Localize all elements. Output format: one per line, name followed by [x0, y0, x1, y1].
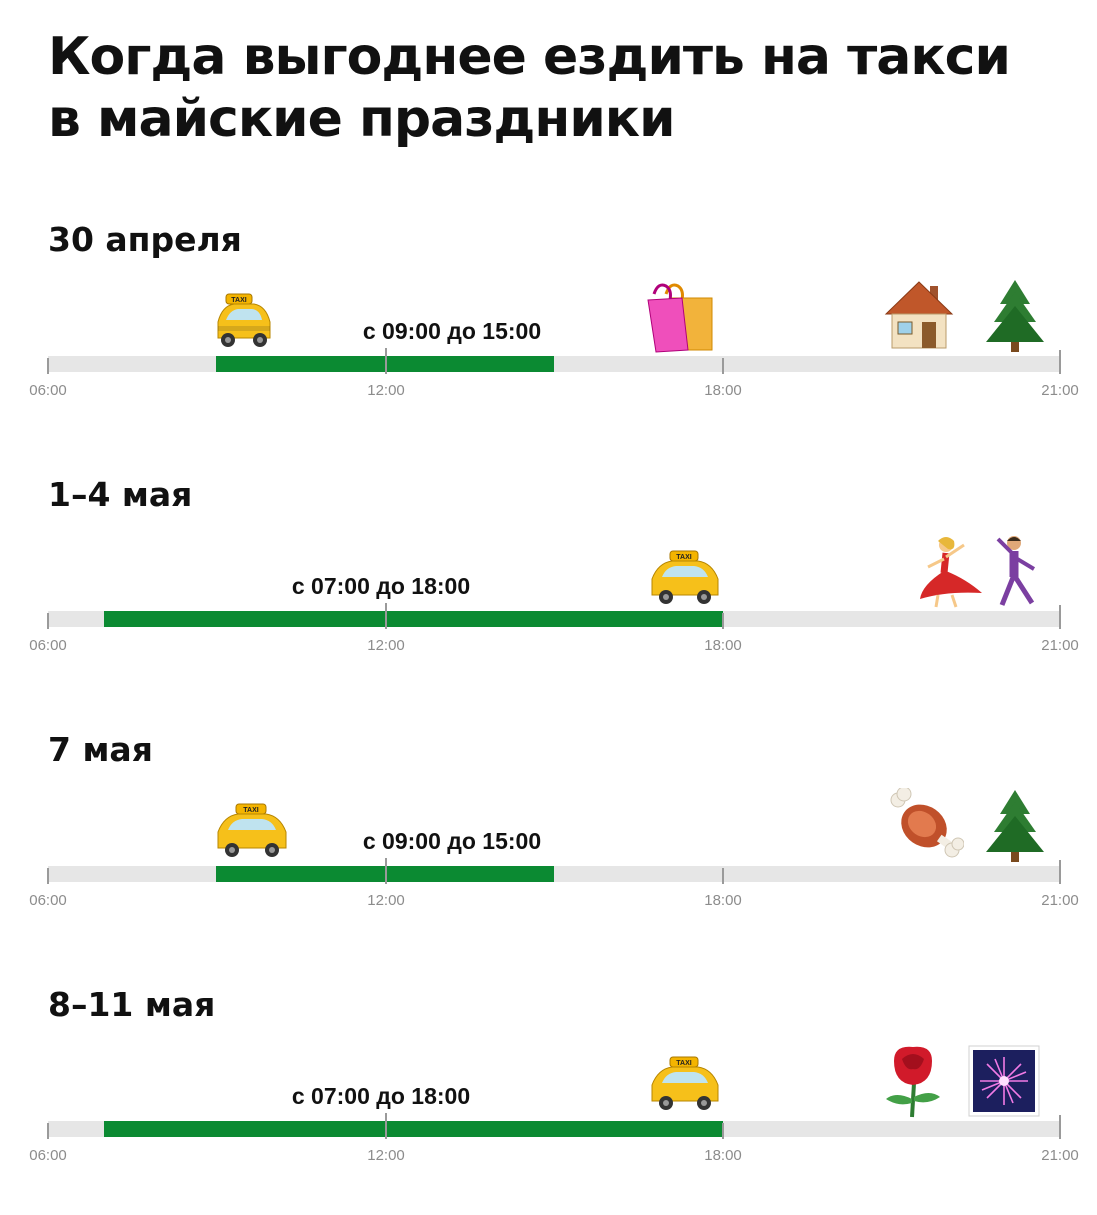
tick-label: 18:00: [704, 892, 742, 909]
house-icon: [884, 278, 954, 352]
taxi-icon: TAXI: [214, 802, 290, 862]
tick: [1059, 1115, 1061, 1139]
tick: [722, 868, 724, 884]
tick-label: 12:00: [367, 1147, 405, 1164]
day-date: 1–4 мая: [48, 475, 193, 514]
taxi-icon: TAXI: [212, 292, 274, 352]
day-section-may1-4: 1–4 мая 06:00 12:00 18:00 21:00 с 07:00 …: [0, 475, 1097, 695]
shopping-bags-icon: [644, 280, 718, 354]
tick: [385, 1113, 387, 1139]
dancing-woman-icon: [916, 533, 986, 609]
svg-text:TAXI: TAXI: [243, 807, 258, 814]
cheap-period-bar: [104, 611, 723, 627]
tick: [385, 603, 387, 629]
timeline-track: [48, 611, 1060, 627]
tick: [47, 358, 49, 374]
timeline-track: [48, 866, 1060, 882]
tick-label: 06:00: [29, 382, 67, 399]
taxi-icon: TAXI: [648, 549, 722, 609]
day-section-may7: 7 мая 06:00 12:00 18:00 21:00 с 09:00 до…: [0, 730, 1097, 950]
evergreen-tree-icon: [984, 278, 1046, 354]
tick-label: 21:00: [1041, 382, 1079, 399]
rose-icon: [880, 1043, 946, 1119]
tick-label: 12:00: [367, 637, 405, 654]
tick: [1059, 350, 1061, 374]
cheap-period-label: с 07:00 до 18:00: [291, 573, 471, 599]
timeline-track: [48, 1121, 1060, 1137]
tick-label: 12:00: [367, 382, 405, 399]
tick-label: 18:00: [704, 382, 742, 399]
cheap-period-label: с 09:00 до 15:00: [362, 318, 542, 344]
svg-text:TAXI: TAXI: [231, 297, 246, 304]
tick: [47, 1123, 49, 1139]
tick: [1059, 860, 1061, 884]
dancing-man-icon: [990, 533, 1044, 609]
page-title: Когда выгоднее ездить на такси в майские…: [48, 26, 1048, 150]
day-section-may8-11: 8–11 мая 06:00 12:00 18:00 21:00 с 07:00…: [0, 985, 1097, 1205]
tick-label: 21:00: [1041, 1147, 1079, 1164]
tick-label: 18:00: [704, 637, 742, 654]
fireworks-icon: [968, 1045, 1040, 1117]
tick-label: 12:00: [367, 892, 405, 909]
tick-label: 21:00: [1041, 637, 1079, 654]
meat-on-bone-icon: [888, 788, 964, 862]
tick-label: 06:00: [29, 637, 67, 654]
tick: [47, 613, 49, 629]
day-date: 8–11 мая: [48, 985, 216, 1024]
day-section-apr30: 30 апреля 06:00 12:00 18:00 21:00 с 09:0…: [0, 220, 1097, 440]
svg-text:TAXI: TAXI: [676, 1060, 691, 1067]
day-date: 30 апреля: [48, 220, 242, 259]
tick-label: 06:00: [29, 1147, 67, 1164]
taxi-icon: TAXI: [648, 1055, 722, 1115]
title-line-1: Когда выгоднее ездить на такси: [48, 27, 1011, 87]
svg-text:TAXI: TAXI: [676, 554, 691, 561]
title-line-2: в майские праздники: [48, 89, 676, 149]
tick: [385, 858, 387, 884]
cheap-period-bar: [104, 1121, 723, 1137]
timeline-track: [48, 356, 1060, 372]
tick: [1059, 605, 1061, 629]
tick: [385, 348, 387, 374]
cheap-period-label: с 07:00 до 18:00: [291, 1083, 471, 1109]
evergreen-tree-icon: [984, 788, 1046, 864]
day-date: 7 мая: [48, 730, 153, 769]
tick: [47, 868, 49, 884]
tick-label: 21:00: [1041, 892, 1079, 909]
tick: [722, 358, 724, 374]
cheap-period-label: с 09:00 до 15:00: [362, 828, 542, 854]
tick-label: 18:00: [704, 1147, 742, 1164]
tick: [722, 1123, 724, 1139]
tick-label: 06:00: [29, 892, 67, 909]
tick: [722, 613, 724, 629]
